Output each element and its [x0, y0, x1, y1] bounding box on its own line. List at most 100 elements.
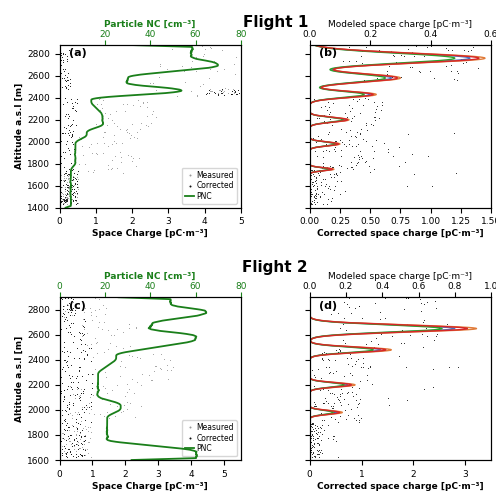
Point: [84, 423, 92, 431]
Point: [68, 182, 76, 190]
Point: [99, 149, 107, 157]
Point: [311, 174, 319, 182]
Point: [330, 399, 338, 407]
Point: [76, 362, 84, 370]
Point: [372, 136, 380, 144]
Point: [314, 447, 322, 455]
Point: [75, 160, 83, 168]
Point: [87, 312, 95, 320]
Point: [395, 142, 403, 150]
Point: [343, 354, 351, 362]
Point: [80, 324, 88, 332]
Point: [397, 51, 405, 59]
Point: [61, 444, 69, 452]
Point: [353, 357, 361, 365]
Point: [67, 94, 75, 102]
Point: [319, 399, 327, 407]
Point: [444, 46, 452, 54]
Point: [91, 366, 99, 374]
Point: [64, 352, 72, 360]
Point: [61, 182, 69, 190]
Point: [61, 169, 69, 177]
Point: [347, 350, 355, 358]
Point: [123, 128, 131, 136]
Point: [123, 125, 131, 133]
Point: [130, 390, 138, 398]
Point: [65, 146, 73, 154]
Point: [307, 424, 314, 432]
Point: [308, 430, 315, 438]
Point: [66, 306, 74, 314]
Point: [336, 392, 344, 400]
Point: [120, 401, 127, 409]
Point: [310, 192, 318, 200]
Point: [73, 438, 81, 446]
Point: [63, 418, 71, 426]
Point: [353, 128, 361, 136]
Point: [56, 410, 64, 418]
Point: [423, 324, 431, 332]
Point: [74, 408, 82, 416]
Point: [72, 121, 80, 129]
Point: [349, 164, 357, 172]
Point: [69, 198, 77, 205]
Point: [73, 189, 81, 197]
Point: [319, 159, 327, 167]
Point: [59, 200, 66, 208]
Point: [64, 114, 72, 122]
Point: [306, 434, 314, 442]
Point: [73, 186, 81, 194]
Point: [66, 172, 74, 180]
Point: [62, 415, 69, 423]
Point: [341, 395, 349, 403]
Point: [65, 166, 73, 173]
Point: [60, 195, 68, 203]
Point: [199, 52, 207, 60]
Point: [148, 376, 156, 384]
Point: [60, 196, 67, 203]
Point: [337, 401, 345, 409]
Point: [63, 197, 71, 205]
Point: [469, 42, 477, 50]
Point: [64, 302, 72, 310]
Point: [57, 346, 64, 354]
Point: [324, 195, 332, 203]
Point: [61, 176, 68, 184]
Point: [136, 354, 144, 362]
Point: [62, 166, 70, 174]
Point: [100, 138, 108, 146]
Point: [84, 370, 92, 378]
Point: [100, 348, 108, 356]
Point: [312, 172, 320, 180]
Point: [397, 72, 405, 80]
Point: [73, 436, 81, 444]
Point: [370, 164, 377, 172]
Point: [80, 308, 88, 316]
Point: [66, 408, 74, 416]
Point: [69, 399, 77, 407]
Point: [388, 332, 396, 340]
Point: [322, 180, 330, 188]
Point: [99, 133, 107, 141]
Point: [311, 186, 319, 194]
Point: [361, 76, 369, 84]
Point: [81, 316, 89, 324]
Point: [119, 328, 127, 336]
Point: [350, 414, 358, 422]
Point: [336, 346, 344, 354]
Point: [128, 158, 136, 166]
Point: [67, 166, 75, 174]
Point: [61, 196, 69, 204]
Point: [147, 119, 155, 127]
Point: [62, 198, 70, 205]
Point: [59, 50, 67, 58]
Point: [410, 170, 418, 178]
Point: [119, 169, 126, 177]
Point: [68, 130, 76, 138]
Point: [319, 148, 327, 156]
Point: [62, 358, 70, 366]
Point: [87, 428, 95, 436]
Point: [343, 390, 351, 398]
Point: [344, 411, 352, 419]
Point: [115, 400, 123, 407]
